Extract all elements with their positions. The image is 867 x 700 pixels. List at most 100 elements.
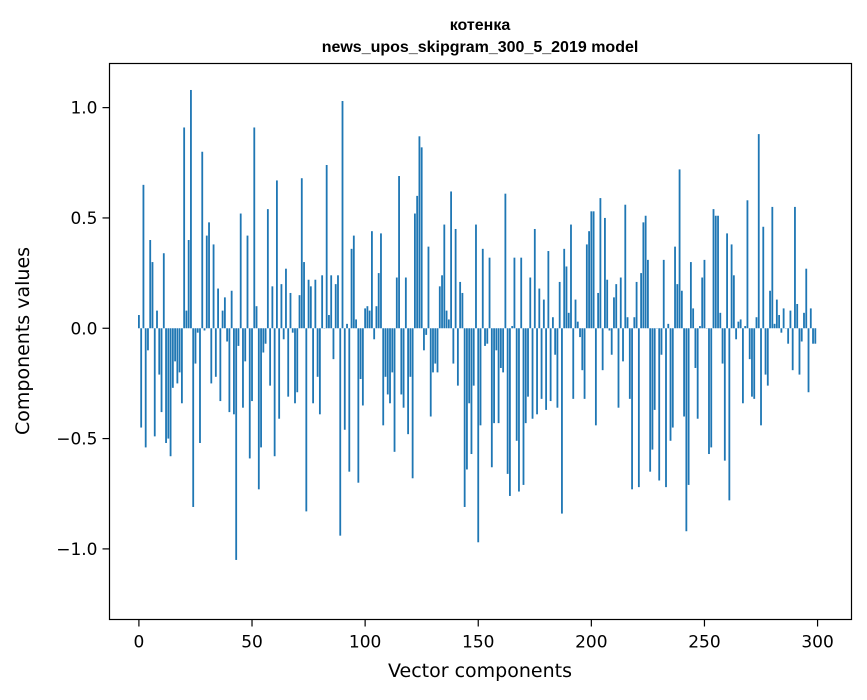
bar: [613, 297, 615, 328]
bar: [758, 134, 760, 328]
x-tick-label: 100: [349, 633, 381, 653]
bar: [767, 328, 769, 385]
bar: [606, 280, 608, 329]
bar: [541, 328, 543, 399]
bar: [462, 293, 464, 328]
bar: [269, 328, 271, 385]
bar: [778, 315, 780, 328]
bar: [749, 328, 751, 359]
bar: [604, 218, 606, 328]
bar: [695, 328, 697, 368]
bar: [676, 284, 678, 328]
bar: [174, 328, 176, 361]
bar: [609, 328, 611, 330]
bar: [717, 216, 719, 329]
bar: [217, 289, 219, 329]
bar: [423, 328, 425, 350]
bar: [262, 328, 264, 352]
bar: [158, 328, 160, 374]
bar: [247, 236, 249, 329]
bar: [477, 328, 479, 542]
bar: [814, 328, 816, 343]
chart-title-line-2: news_upos_skipgram_300_5_2019 model: [322, 39, 639, 56]
bar: [238, 328, 240, 346]
bar: [652, 328, 654, 449]
bar: [514, 258, 516, 329]
bar: [376, 306, 378, 328]
bar: [713, 209, 715, 328]
bar: [251, 328, 253, 401]
bar: [339, 328, 341, 535]
bar: [450, 191, 452, 328]
x-tick-label: 250: [688, 633, 720, 653]
bar: [421, 147, 423, 328]
bar: [670, 328, 672, 441]
bar: [554, 328, 556, 354]
bar: [208, 222, 210, 328]
bar: [568, 313, 570, 328]
bar: [810, 308, 812, 328]
bar: [412, 328, 414, 478]
bar: [502, 328, 504, 372]
bar: [147, 328, 149, 350]
bar: [683, 328, 685, 416]
bar: [586, 244, 588, 328]
bar: [468, 328, 470, 403]
bar: [242, 328, 244, 407]
bar: [181, 328, 183, 403]
bar: [281, 284, 283, 328]
bar: [590, 211, 592, 328]
bar: [629, 328, 631, 399]
bar: [500, 328, 502, 368]
y-tick-label: −1.0: [56, 540, 97, 560]
bar: [622, 328, 624, 361]
bar: [588, 231, 590, 328]
bar: [360, 328, 362, 379]
bar: [493, 328, 495, 423]
bar: [163, 253, 165, 328]
bar: [602, 328, 604, 370]
bar: [482, 249, 484, 328]
bar: [310, 286, 312, 328]
bar: [391, 328, 393, 372]
bar: [335, 284, 337, 328]
bar: [792, 328, 794, 370]
bar: [149, 240, 151, 328]
bar: [260, 328, 262, 447]
bar: [452, 328, 454, 363]
bar: [326, 165, 328, 328]
bar: [276, 180, 278, 328]
bar: [692, 308, 694, 328]
bar: [385, 328, 387, 377]
bar: [299, 295, 301, 328]
bar: [253, 127, 255, 328]
bar: [534, 229, 536, 328]
bar: [398, 176, 400, 328]
bar: [543, 300, 545, 329]
bar: [394, 328, 396, 452]
bar: [233, 328, 235, 414]
bar: [226, 328, 228, 341]
bar: [520, 258, 522, 329]
bar: [190, 90, 192, 328]
x-tick-label: 150: [462, 633, 494, 653]
bar: [186, 311, 188, 329]
bar: [294, 328, 296, 403]
bar: [681, 291, 683, 329]
bar: [747, 200, 749, 328]
bar: [369, 311, 371, 329]
bar: [688, 328, 690, 485]
bar: [301, 178, 303, 328]
bar: [364, 308, 366, 328]
bar: [799, 328, 801, 374]
bar: [455, 229, 457, 328]
bar: [593, 211, 595, 328]
bar: [351, 249, 353, 328]
bar: [167, 328, 169, 438]
bar: [776, 300, 778, 329]
bar: [480, 328, 482, 425]
bar: [296, 328, 298, 392]
bar: [704, 260, 706, 328]
bar: [645, 216, 647, 329]
